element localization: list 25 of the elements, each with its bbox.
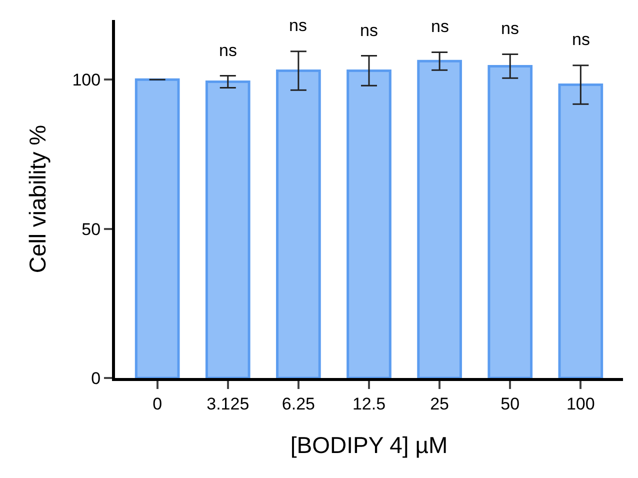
annotation: ns: [289, 16, 307, 35]
x-axis-title: [BODIPY 4] µM: [290, 432, 448, 458]
y-axis-title: Cell viability %: [24, 124, 51, 274]
bar: [558, 83, 604, 378]
x-tick-label: 6.25: [282, 394, 315, 414]
bar: [134, 78, 180, 378]
x-tick-label: 100: [566, 394, 595, 414]
annotation: ns: [431, 17, 449, 36]
annotation: ns: [360, 21, 378, 40]
x-tick-label: 50: [500, 394, 520, 414]
annotation: ns: [219, 41, 237, 60]
y-tick-label: 100: [72, 70, 101, 90]
annotation: ns: [572, 30, 590, 49]
x-tick-label: 25: [430, 394, 450, 414]
annotation: ns: [501, 19, 519, 38]
y-tick-label: 0: [91, 368, 101, 388]
y-tick-label: 50: [82, 220, 101, 239]
bar: [205, 80, 250, 378]
bar: [346, 69, 392, 378]
bar: [276, 69, 321, 378]
bar: [417, 60, 462, 378]
x-tick-label: 12.5: [352, 394, 386, 414]
bar: [488, 64, 533, 378]
x-tick-label: 3.125: [206, 394, 250, 414]
x-tick-label: 0: [152, 394, 162, 414]
